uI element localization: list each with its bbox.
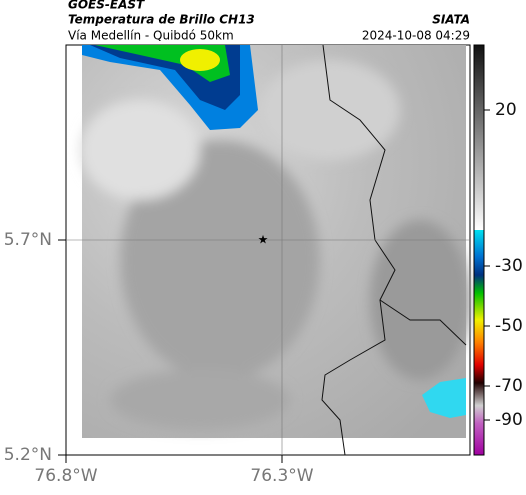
colorbar-top (474, 45, 484, 230)
colorbar-tick-label: -70 (495, 376, 523, 396)
source: SIATA (432, 13, 470, 27)
lat-label: 5.2°N (4, 445, 52, 465)
colorbar-bottom (474, 230, 484, 455)
lat-label: 5.7°N (4, 230, 52, 250)
title: GOES-EAST (68, 0, 145, 12)
colorbar-tick-label: -30 (495, 256, 523, 276)
lon-label: 76.8°W (34, 466, 97, 486)
timestamp: 2024-10-08 04:29 (362, 29, 470, 43)
colorbar-tick-label: -50 (495, 316, 523, 336)
svg-text:★: ★ (258, 233, 269, 247)
colorbar-frame (473, 44, 485, 456)
subtitle: Temperatura de Brillo CH13 (68, 13, 255, 27)
lon-label: 76.3°W (250, 466, 313, 486)
colorbar-tick-label: 20 (495, 100, 517, 120)
route: Vía Medellín - Quibdó 50km (68, 29, 234, 43)
satellite-image: ★ (66, 44, 470, 456)
colorbar-tick-label: -90 (495, 410, 523, 430)
